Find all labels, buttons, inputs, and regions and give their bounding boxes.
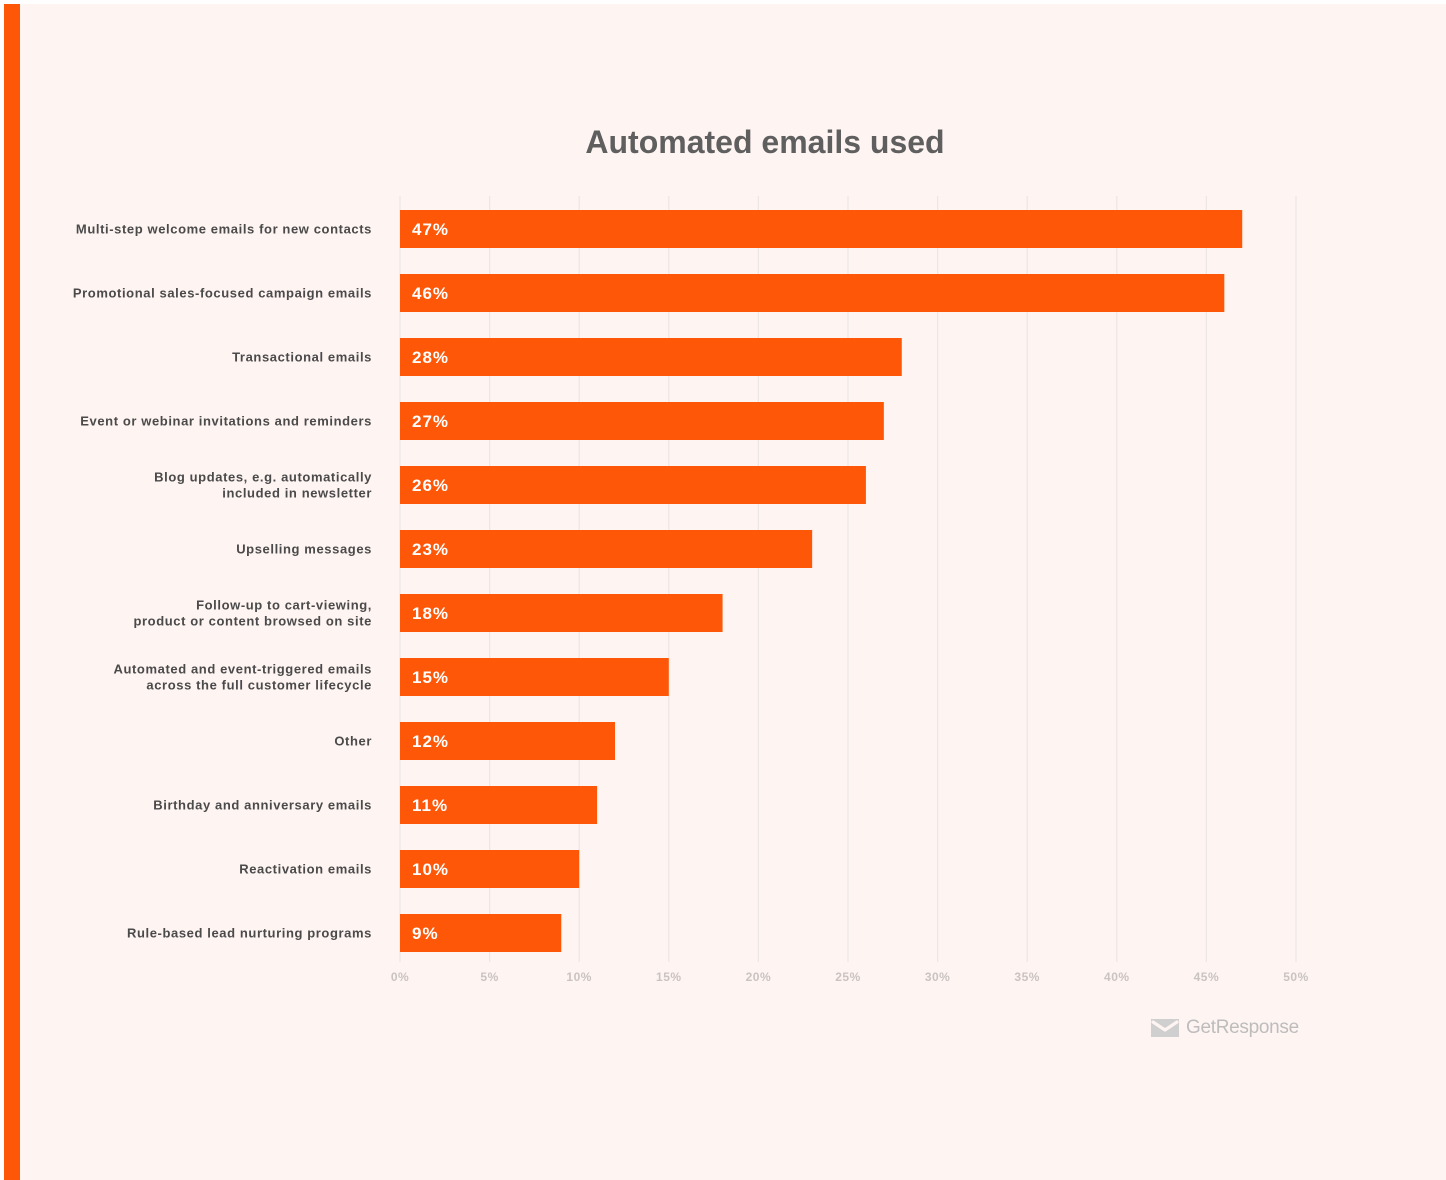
category-label: Upselling messages bbox=[236, 542, 372, 557]
bar-value-label: 9% bbox=[412, 924, 439, 943]
bar bbox=[400, 274, 1225, 312]
brand-name: GetResponse bbox=[1186, 1017, 1299, 1038]
x-tick-label: 5% bbox=[480, 970, 498, 984]
x-tick-label: 50% bbox=[1283, 970, 1309, 984]
x-tick-label: 20% bbox=[746, 970, 772, 984]
bar bbox=[400, 338, 902, 376]
bars bbox=[400, 210, 1243, 952]
bar bbox=[400, 850, 580, 888]
bar bbox=[400, 786, 598, 824]
x-tick-label: 25% bbox=[835, 970, 861, 984]
bar-value-label: 46% bbox=[412, 284, 449, 303]
bar-value-label: 27% bbox=[412, 412, 449, 431]
bar-value-label: 28% bbox=[412, 348, 449, 367]
bar-value-label: 47% bbox=[412, 220, 449, 239]
category-label: Promotional sales-focused campaign email… bbox=[73, 286, 372, 301]
x-tick-label: 15% bbox=[656, 970, 682, 984]
bar bbox=[400, 722, 616, 760]
category-label: Blog updates, e.g. automatically included… bbox=[154, 470, 372, 501]
category-label: Follow-up to cart-viewing, product or con… bbox=[133, 598, 372, 629]
chart-background bbox=[4, 4, 1446, 1180]
x-axis-ticks: 0% 5% 10% 15% 20% 25% 30% 35% 40% 45% 50% bbox=[391, 970, 1309, 984]
value-labels: 47% 46% 28% 27% 26% 23% 18% 15% 12% 11% 10% 9% bbox=[412, 220, 449, 943]
category-label: Reactivation emails bbox=[239, 862, 372, 877]
gridlines bbox=[399, 196, 1297, 962]
category-label: Other bbox=[334, 734, 372, 749]
bar-value-label: 12% bbox=[412, 732, 449, 751]
x-tick-label: 40% bbox=[1104, 970, 1130, 984]
bar bbox=[400, 594, 723, 632]
x-tick-label: 30% bbox=[925, 970, 951, 984]
x-tick-label: 0% bbox=[391, 970, 409, 984]
category-label: Rule-based lead nurturing programs bbox=[127, 926, 372, 941]
chart-title: Automated emails used bbox=[585, 124, 945, 160]
category-label: Birthday and anniversary emails bbox=[153, 798, 372, 813]
category-label: Multi-step welcome emails for new contac… bbox=[76, 222, 372, 237]
bar bbox=[400, 210, 1243, 248]
category-labels: Multi-step welcome emails for new contac… bbox=[73, 222, 372, 941]
bar-value-label: 10% bbox=[412, 860, 449, 879]
bar bbox=[400, 914, 562, 952]
category-label: Automated and event-triggered emails acro… bbox=[113, 662, 372, 693]
bar bbox=[400, 530, 813, 568]
envelope-icon bbox=[1151, 1019, 1179, 1037]
bar-value-label: 15% bbox=[412, 668, 449, 687]
x-tick-label: 45% bbox=[1194, 970, 1220, 984]
bar bbox=[400, 402, 884, 440]
bar-value-label: 26% bbox=[412, 476, 449, 495]
bar bbox=[400, 466, 866, 504]
category-label: Event or webinar invitations and reminde… bbox=[80, 414, 372, 429]
brand-logo: GetResponse bbox=[1150, 1014, 1310, 1042]
bar-value-label: 11% bbox=[412, 796, 448, 815]
bar-value-label: 23% bbox=[412, 540, 449, 559]
bar bbox=[400, 658, 669, 696]
category-label: Transactional emails bbox=[232, 350, 372, 365]
bar-value-label: 18% bbox=[412, 604, 449, 623]
x-tick-label: 10% bbox=[566, 970, 592, 984]
accent-bar bbox=[4, 4, 20, 1180]
x-tick-label: 35% bbox=[1014, 970, 1040, 984]
